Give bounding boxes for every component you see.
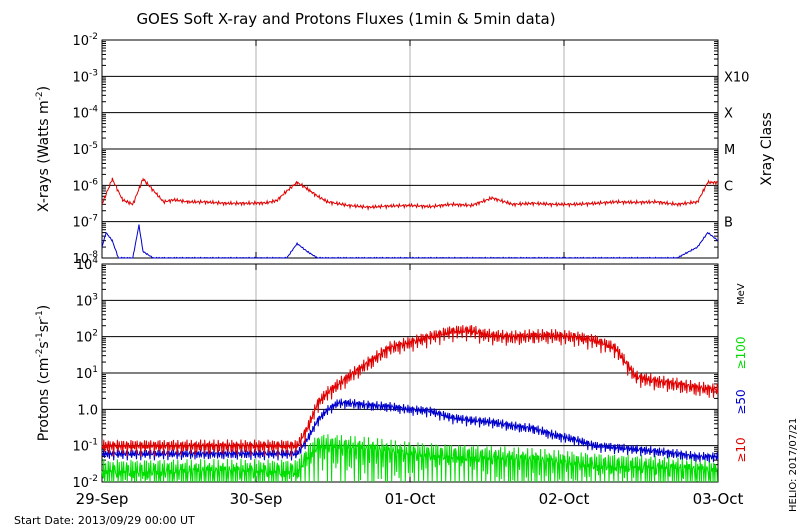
y-tick-label: 103 xyxy=(76,292,98,309)
credit-label: HELIO: 2017/07/21 xyxy=(788,418,799,512)
xray-class-label: X xyxy=(724,107,733,122)
y-tick-label: 1.0 xyxy=(77,403,98,418)
y-tick-exponent: -8 xyxy=(89,250,98,260)
xray-class-label: X10 xyxy=(724,70,749,85)
y-axis-label: Protons (cm-2s-1sr-1) xyxy=(35,305,52,441)
y-axis-label-exponent: -2 xyxy=(35,91,45,100)
y-tick-exponent: -4 xyxy=(89,105,98,115)
y-axis-label-part: s xyxy=(36,341,52,348)
y-tick-exponent: -7 xyxy=(89,214,98,224)
y-tick-label: 101 xyxy=(76,365,98,382)
x-tick-label: 01-Oct xyxy=(385,490,436,508)
y-tick-exponent: 4 xyxy=(92,256,98,266)
y-tick-exponent: -2 xyxy=(89,474,98,484)
xray-panel: 10-210-310-410-510-610-710-8X-rays (Watt… xyxy=(35,32,775,267)
mev-label: MeV xyxy=(736,283,747,305)
y-tick-exponent: 1 xyxy=(92,365,98,375)
legend-p100: ≥100 xyxy=(734,337,748,370)
y-axis-label-part: -1 xyxy=(35,310,45,319)
proton-series-line xyxy=(101,398,719,463)
proton-series-line xyxy=(101,325,719,457)
y-tick-label: 10-1 xyxy=(72,438,98,455)
y-axis-label-part: -1 xyxy=(35,332,45,341)
xray-class-axis-label: Xray Class xyxy=(759,112,775,186)
y-tick-exponent: -2 xyxy=(89,32,98,42)
legend-p10: ≥10 xyxy=(734,437,748,462)
y-axis-label-part: sr xyxy=(36,319,52,332)
xray-class-label: M xyxy=(724,143,735,158)
xray-series-line xyxy=(101,224,718,259)
y-tick-label: 10-3 xyxy=(72,68,98,85)
y-tick-exponent: -1 xyxy=(89,438,98,448)
xray-series-line xyxy=(101,177,718,211)
x-tick-label: 29-Sep xyxy=(76,490,129,508)
proton-series-line xyxy=(101,434,718,483)
x-tick-label: 03-Oct xyxy=(693,490,744,508)
y-axis-label-end: ) xyxy=(36,86,52,91)
y-tick-label: 104 xyxy=(76,256,99,273)
start-date: Start Date: 2013/09/29 00:00 UT xyxy=(14,514,195,527)
y-tick-exponent: -6 xyxy=(89,177,98,187)
y-tick-exponent: 3 xyxy=(92,292,98,302)
y-tick-label: 10-6 xyxy=(72,177,98,194)
y-tick-exponent: -5 xyxy=(89,141,98,151)
xray-class-label: B xyxy=(724,216,733,231)
y-tick-label: 10-7 xyxy=(72,214,98,231)
y-axis-label: X-rays (Watts m-2) xyxy=(35,86,52,212)
chart-title: GOES Soft X-ray and Protons Fluxes (1min… xyxy=(136,10,555,28)
y-axis-label-end: ) xyxy=(36,305,52,310)
y-axis-label-part: -2 xyxy=(35,349,45,358)
y-tick-label: 10-4 xyxy=(72,105,98,122)
y-tick-label: 10-5 xyxy=(72,141,98,158)
y-tick-exponent: 2 xyxy=(92,329,98,339)
y-tick-label: 102 xyxy=(76,329,98,346)
x-tick-label: 30-Sep xyxy=(230,490,283,508)
xray-class-label: C xyxy=(724,179,733,194)
proton-panel: 104 103 102 101 1.0 10-1 10-2 Protons (cm-2s-1s… xyxy=(35,256,748,508)
y-tick-exponent: -3 xyxy=(89,68,98,78)
y-tick-label: 10-2 xyxy=(72,32,98,49)
x-tick-label: 02-Oct xyxy=(539,490,590,508)
y-tick-label: 10-2 xyxy=(72,474,98,491)
legend-p50: ≥50 xyxy=(734,389,748,414)
